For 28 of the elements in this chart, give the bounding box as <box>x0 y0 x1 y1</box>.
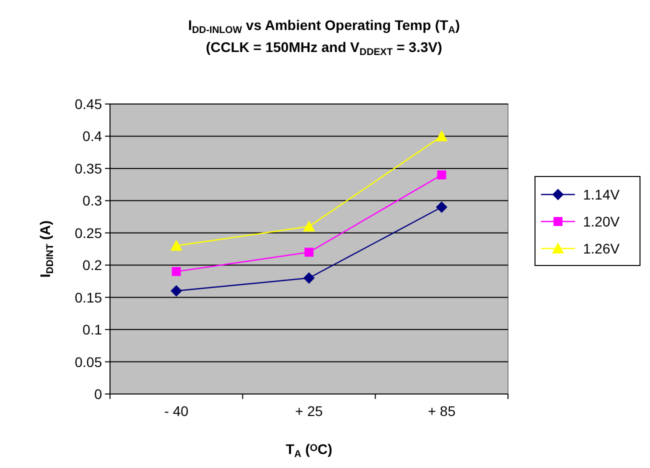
x-tick-label: + 85 <box>428 403 456 419</box>
y-tick-label: 0.3 <box>82 192 102 209</box>
y-tick-label: 0 <box>94 386 102 402</box>
x-tick-label: + 25 <box>295 403 324 419</box>
y-tick-label: 0.45 <box>74 96 102 112</box>
y-tick-label: 0.05 <box>74 354 102 370</box>
chart-title: I$_{DD-INLOW}$ vs Ambient Operating Temp (T$_{A}$) <box>188 17 460 36</box>
y-tick-label: 0.1 <box>82 322 102 338</box>
chart-subtitle: (CCLK = 150MHz and V$_{DDEXT}$ = 3.3V) <box>206 39 442 58</box>
point <box>303 220 315 232</box>
point <box>170 240 182 251</box>
y-tick-label: 0.15 <box>74 289 102 306</box>
x-axis-title: T$_{A}$ ($^{O}$C) <box>286 441 332 460</box>
y-tick-label: 0.2 <box>82 257 102 274</box>
point <box>304 272 314 284</box>
x-tick-label: - 40 <box>164 403 189 419</box>
y-tick-label: 0.25 <box>74 224 102 241</box>
y-tick-label: 0.4 <box>82 128 102 144</box>
legend-label: 1.14V <box>583 186 620 202</box>
point <box>170 285 182 296</box>
legend-label: 1.20V <box>583 214 620 230</box>
point <box>436 130 448 142</box>
point <box>172 267 181 276</box>
point <box>304 248 314 257</box>
y-tick-label: 0.35 <box>74 160 102 176</box>
point <box>436 202 448 213</box>
point <box>437 170 446 180</box>
legend-label: 1.26V <box>583 240 620 256</box>
